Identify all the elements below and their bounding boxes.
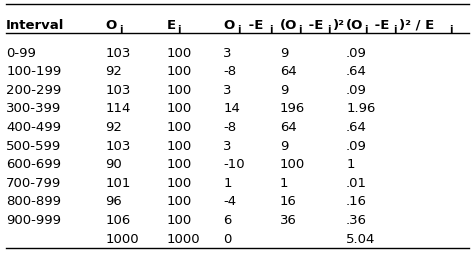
Text: 6: 6 <box>223 214 232 227</box>
Text: 1: 1 <box>280 177 288 190</box>
Text: 0: 0 <box>223 232 232 246</box>
Text: 3: 3 <box>223 46 232 60</box>
Text: .01: .01 <box>346 177 367 190</box>
Text: 500-599: 500-599 <box>6 139 61 153</box>
Text: 103: 103 <box>105 139 131 153</box>
Text: (O: (O <box>280 19 297 32</box>
Text: i: i <box>178 25 181 35</box>
Text: O: O <box>223 19 235 32</box>
Text: 100: 100 <box>167 158 192 171</box>
Text: 100: 100 <box>167 214 192 227</box>
Text: 100: 100 <box>167 102 192 115</box>
Text: 400-499: 400-499 <box>6 121 61 134</box>
Text: 90: 90 <box>105 158 122 171</box>
Text: 100: 100 <box>280 158 305 171</box>
Text: i: i <box>298 25 302 35</box>
Text: i: i <box>238 25 241 35</box>
Text: 3: 3 <box>223 139 232 153</box>
Text: 9: 9 <box>280 139 288 153</box>
Text: 100: 100 <box>167 121 192 134</box>
Text: -E: -E <box>370 19 389 32</box>
Text: .09: .09 <box>346 139 367 153</box>
Text: 16: 16 <box>280 195 297 208</box>
Text: .64: .64 <box>346 121 367 134</box>
Text: )²: )² <box>333 19 345 32</box>
Text: .64: .64 <box>346 65 367 78</box>
Text: -8: -8 <box>223 65 237 78</box>
Text: i: i <box>327 25 331 35</box>
Text: 64: 64 <box>280 121 297 134</box>
Text: 1000: 1000 <box>105 232 139 246</box>
Text: 900-999: 900-999 <box>6 214 61 227</box>
Text: 1.96: 1.96 <box>346 102 375 115</box>
Text: .36: .36 <box>346 214 367 227</box>
Text: 100: 100 <box>167 46 192 60</box>
Text: 1000: 1000 <box>167 232 200 246</box>
Text: -4: -4 <box>223 195 237 208</box>
Text: 9: 9 <box>280 46 288 60</box>
Text: 100: 100 <box>167 65 192 78</box>
Text: 14: 14 <box>223 102 240 115</box>
Text: 0-99: 0-99 <box>6 46 36 60</box>
Text: 36: 36 <box>280 214 297 227</box>
Text: 1: 1 <box>223 177 232 190</box>
Text: 96: 96 <box>105 195 122 208</box>
Text: 5.04: 5.04 <box>346 232 375 246</box>
Text: -10: -10 <box>223 158 245 171</box>
Text: 100: 100 <box>167 177 192 190</box>
Text: 200-299: 200-299 <box>6 84 61 97</box>
Text: -E: -E <box>244 19 264 32</box>
Text: 600-699: 600-699 <box>6 158 61 171</box>
Text: E: E <box>167 19 176 32</box>
Text: 101: 101 <box>105 177 131 190</box>
Text: 3: 3 <box>223 84 232 97</box>
Text: 100-199: 100-199 <box>6 65 61 78</box>
Text: i: i <box>393 25 397 35</box>
Text: 103: 103 <box>105 84 131 97</box>
Text: 1: 1 <box>346 158 355 171</box>
Text: 100: 100 <box>167 195 192 208</box>
Text: i: i <box>269 25 273 35</box>
Text: .09: .09 <box>346 46 367 60</box>
Text: 300-399: 300-399 <box>6 102 61 115</box>
Text: (O: (O <box>346 19 363 32</box>
Text: 92: 92 <box>105 65 122 78</box>
Text: 100: 100 <box>167 84 192 97</box>
Text: .16: .16 <box>346 195 367 208</box>
Text: )² / E: )² / E <box>399 19 434 32</box>
Text: -8: -8 <box>223 121 237 134</box>
Text: 196: 196 <box>280 102 305 115</box>
Text: -E: -E <box>304 19 323 32</box>
Text: i: i <box>119 25 123 35</box>
Text: 103: 103 <box>105 46 131 60</box>
Text: 800-899: 800-899 <box>6 195 61 208</box>
Text: 92: 92 <box>105 121 122 134</box>
Text: 64: 64 <box>280 65 297 78</box>
Text: 106: 106 <box>105 214 131 227</box>
Text: .09: .09 <box>346 84 367 97</box>
Text: 9: 9 <box>280 84 288 97</box>
Text: O: O <box>105 19 116 32</box>
Text: 700-799: 700-799 <box>6 177 61 190</box>
Text: i: i <box>449 25 453 35</box>
Text: 100: 100 <box>167 139 192 153</box>
Text: 114: 114 <box>105 102 131 115</box>
Text: Interval: Interval <box>6 19 65 32</box>
Text: i: i <box>364 25 368 35</box>
